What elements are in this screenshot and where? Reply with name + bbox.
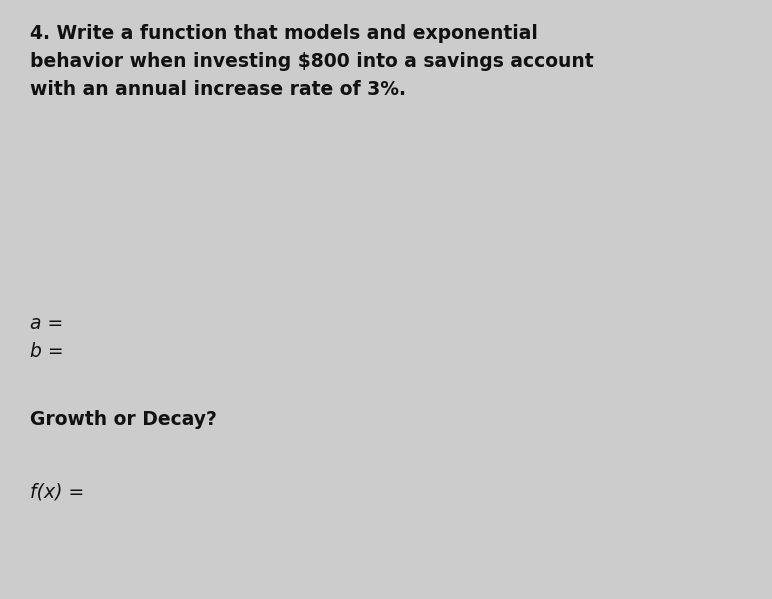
- Text: 4. Write a function that models and exponential: 4. Write a function that models and expo…: [30, 24, 538, 43]
- Text: behavior when investing $800 into a savings account: behavior when investing $800 into a savi…: [30, 52, 594, 71]
- Text: Growth or Decay?: Growth or Decay?: [30, 410, 217, 429]
- Text: f(x) =: f(x) =: [30, 482, 84, 501]
- Text: with an annual increase rate of 3%.: with an annual increase rate of 3%.: [30, 80, 406, 99]
- Text: b =: b =: [30, 342, 63, 361]
- Text: a =: a =: [30, 314, 63, 333]
